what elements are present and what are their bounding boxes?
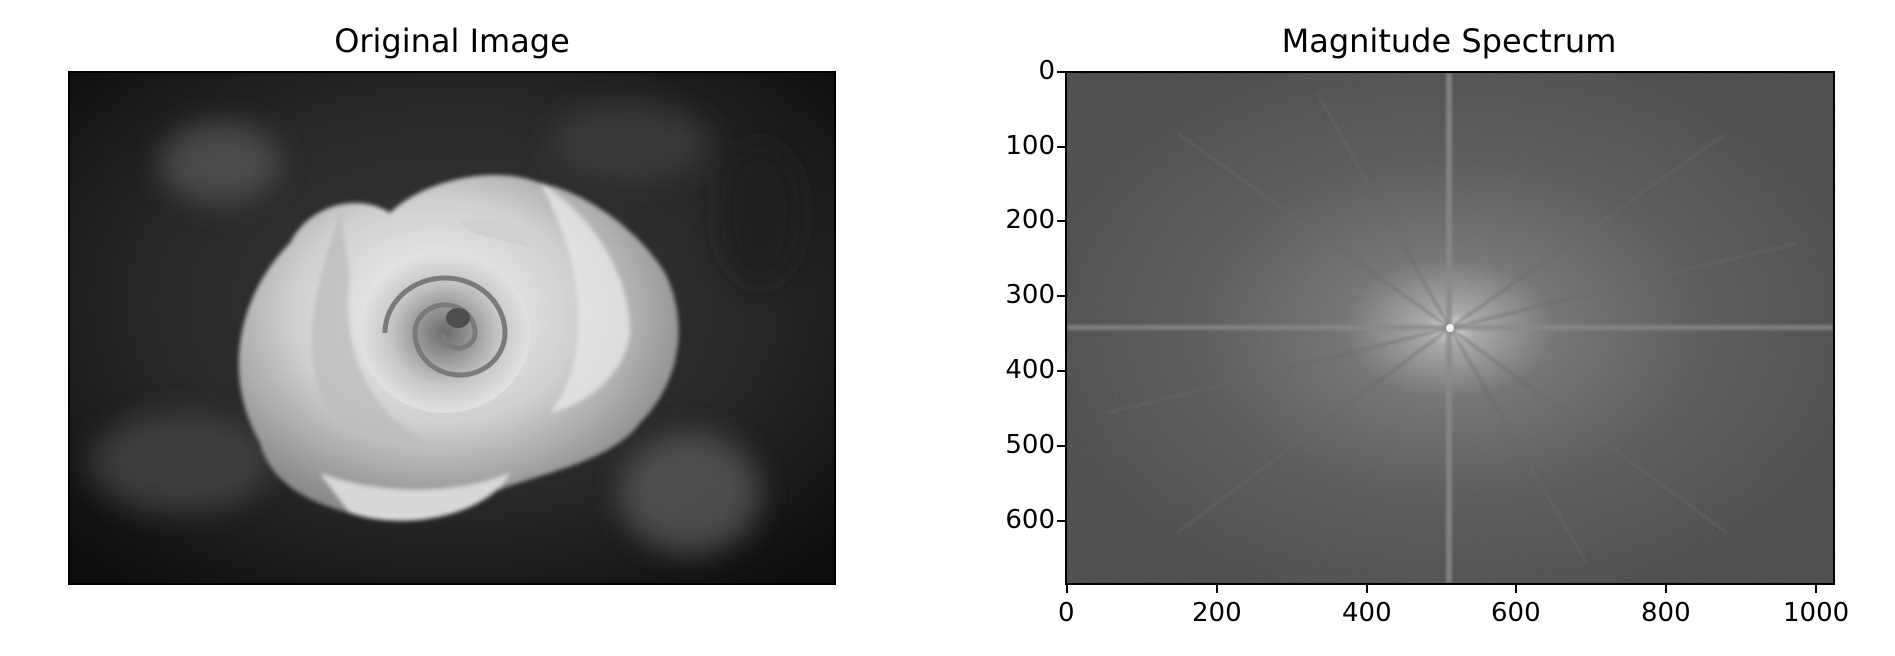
y-tick bbox=[1057, 146, 1065, 148]
rose-image bbox=[70, 73, 834, 583]
original-image-frame bbox=[68, 71, 836, 585]
y-tick-label: 300 bbox=[1005, 280, 1055, 310]
y-tick bbox=[1057, 220, 1065, 222]
y-tick bbox=[1057, 295, 1065, 297]
x-tick bbox=[1515, 585, 1517, 593]
x-tick bbox=[1366, 585, 1368, 593]
y-tick bbox=[1057, 445, 1065, 447]
spectrum-plot-frame bbox=[1065, 71, 1835, 585]
x-tick bbox=[1665, 585, 1667, 593]
y-tick-label: 100 bbox=[1005, 131, 1055, 161]
y-tick bbox=[1057, 71, 1065, 73]
x-tick-label: 600 bbox=[1491, 598, 1541, 628]
x-tick-label: 0 bbox=[1058, 598, 1075, 628]
x-tick-label: 200 bbox=[1192, 598, 1242, 628]
spectrum-image bbox=[1067, 73, 1833, 583]
magnitude-spectrum-title: Magnitude Spectrum bbox=[1281, 22, 1617, 60]
y-tick bbox=[1057, 370, 1065, 372]
x-tick bbox=[1066, 585, 1068, 593]
x-tick-label: 800 bbox=[1641, 598, 1691, 628]
x-tick bbox=[1216, 585, 1218, 593]
y-tick bbox=[1057, 520, 1065, 522]
x-tick-label: 400 bbox=[1342, 598, 1392, 628]
x-tick bbox=[1815, 585, 1817, 593]
y-tick-label: 500 bbox=[1005, 430, 1055, 460]
original-image-title: Original Image bbox=[334, 22, 570, 60]
y-tick-label: 600 bbox=[1005, 505, 1055, 535]
y-tick-label: 0 bbox=[1038, 56, 1055, 86]
x-tick-label: 1000 bbox=[1783, 598, 1850, 628]
y-tick-label: 400 bbox=[1005, 355, 1055, 385]
y-tick-label: 200 bbox=[1005, 205, 1055, 235]
